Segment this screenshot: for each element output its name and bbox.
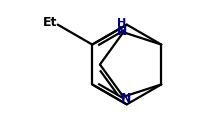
Text: N: N [117,25,127,38]
Text: Et: Et [43,16,58,29]
Text: N: N [121,92,132,105]
Text: H: H [117,18,126,29]
